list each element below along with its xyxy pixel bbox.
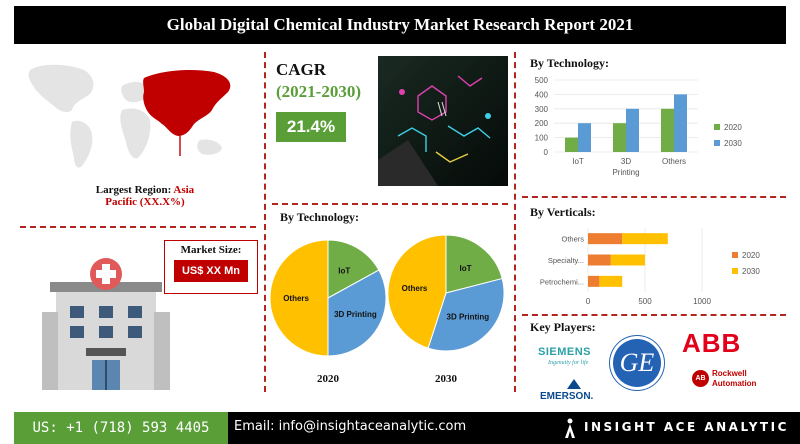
legend-label: 2030 <box>742 267 760 276</box>
largest-region-label: Largest Region: <box>95 184 174 196</box>
y-tick-label: 300 <box>535 105 549 114</box>
pie-slice-label: 3D Printing <box>334 310 377 319</box>
pie-slice <box>427 277 505 352</box>
rockwell-logo: Rockwell Automation <box>712 369 756 389</box>
y-tick-label: 100 <box>535 134 549 143</box>
legend-swatch <box>732 268 738 274</box>
bar-2020 <box>565 137 578 152</box>
pie-slice <box>327 269 387 357</box>
verticals-chart-title: By Verticals: <box>530 205 596 219</box>
y-tick-label: 500 <box>535 76 549 85</box>
verticals-bar-chart: 0 500 1000 Petrochemi... Specialty... Others 2… <box>540 228 760 306</box>
technology-bar-chart: 0 100 200 300 400 500 IoT 3D Printing Others 2020 2… <box>535 76 743 177</box>
x-tick-label: 500 <box>638 297 652 306</box>
x-tick-label: Others <box>662 157 686 166</box>
bar-2030 <box>610 254 645 266</box>
x-tick-label: 0 <box>586 297 591 306</box>
largest-region-text: Largest Region: Asia Pacific (XX.X%) <box>50 184 240 208</box>
y-tick-label: 200 <box>535 119 549 128</box>
legend-swatch <box>732 252 738 258</box>
chemistry-photo <box>378 56 508 186</box>
market-size-value: US$ XX Mn <box>174 260 248 282</box>
rockwell-text-1: Rockwell <box>712 369 747 378</box>
pie-slice-label: 3D Printing <box>447 312 490 321</box>
y-tick-label: Others <box>561 235 584 244</box>
rockwell-badge: AB <box>692 370 709 387</box>
pie-slice-label: Others <box>283 294 309 303</box>
y-tick-label: Specialty... <box>548 256 584 265</box>
key-players-title: Key Players: <box>530 320 596 334</box>
legend-label: 2030 <box>724 139 742 148</box>
footer-bar: Email: info@insightaceanalytic.com INSIG… <box>228 412 800 444</box>
bar-2020 <box>588 275 600 287</box>
footer-brand: INSIGHT ACE ANALYTIC <box>584 420 789 434</box>
world-map <box>28 64 231 168</box>
pie-slice <box>445 234 503 294</box>
pie-slice <box>387 234 447 349</box>
building-illustration <box>42 258 170 390</box>
bar-2020 <box>588 233 623 245</box>
cagr-period: (2021-2030) <box>276 82 361 101</box>
pie-slice <box>269 239 329 357</box>
page-title: Global Digital Chemical Industry Market … <box>14 6 786 44</box>
emerson-logo: EMERSON. <box>540 391 594 402</box>
pie-slice <box>327 239 380 299</box>
footer-email: Email: info@insightaceanalytic.com <box>234 419 467 434</box>
bar-2020 <box>661 108 674 152</box>
market-size-box: Market Size: US$ XX Mn <box>164 240 258 294</box>
ge-logo: GE <box>610 336 664 390</box>
divider-right-h2 <box>522 314 786 316</box>
x-tick-label: 3D <box>621 157 631 166</box>
bar-2030 <box>674 94 687 152</box>
x-tick-label: IoT <box>572 157 584 166</box>
legend-swatch <box>714 124 720 130</box>
market-size-label: Market Size: <box>180 244 242 256</box>
emerson-mark-icon <box>567 379 581 389</box>
cagr-label: CAGR <box>276 60 327 79</box>
x-tick-label: Printing <box>612 168 639 177</box>
bar-2030 <box>599 275 623 287</box>
rockwell-text-2: Automation <box>712 379 757 388</box>
pie-slice-label: IoT <box>460 264 472 273</box>
divider-left-h <box>20 226 256 228</box>
largest-region-value: Asia <box>173 184 195 196</box>
bar-2030 <box>622 233 668 245</box>
legend-label: 2020 <box>742 251 760 260</box>
footer-phone: US: +1 (718) 593 4405 <box>14 412 228 444</box>
divider-right <box>514 52 516 392</box>
bar-2020 <box>588 254 611 266</box>
largest-region-value-2: Pacific (XX.X%) <box>105 196 185 208</box>
y-tick-label: 400 <box>535 90 549 99</box>
legend-label: 2020 <box>724 123 742 132</box>
technology-pie-charts: IoT 3D Printing Others 2020 IoT 3D Printing Ot… <box>269 234 505 385</box>
siemens-logo: SIEMENS <box>538 346 592 358</box>
bar-2030 <box>626 108 639 152</box>
divider-left <box>264 52 266 392</box>
siemens-tagline: Ingenuity for life <box>548 360 589 366</box>
y-tick-label: 0 <box>544 148 549 157</box>
x-tick-label: 1000 <box>693 297 711 306</box>
pie-year-label: 2020 <box>317 373 340 385</box>
bar-2020 <box>613 123 626 152</box>
bar-chart-title: By Technology: <box>530 56 610 70</box>
brand-logo-icon <box>565 418 575 438</box>
bar-2030 <box>578 123 591 152</box>
pie-section-title: By Technology: <box>280 210 360 224</box>
y-tick-label: Petrochemi... <box>540 277 584 286</box>
cagr-value: 21.4% <box>276 112 346 142</box>
divider-right-h1 <box>522 196 786 198</box>
pie-slice-label: Others <box>402 284 428 293</box>
pie-year-label: 2030 <box>435 373 458 385</box>
abb-logo: ABB <box>682 328 742 358</box>
divider-mid-h <box>272 203 508 205</box>
pie-slice-label: IoT <box>338 267 350 276</box>
legend-swatch <box>714 140 720 146</box>
